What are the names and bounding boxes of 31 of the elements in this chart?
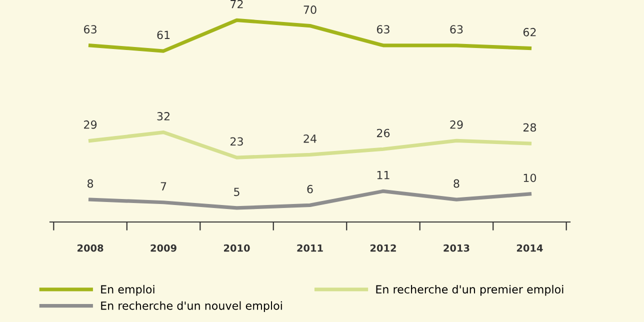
x-tick-label: 2014 [516,244,543,252]
data-label: 5 [234,188,240,196]
data-label: 63 [376,25,390,34]
x-tick-label: 2011 [297,244,323,252]
data-label: 11 [377,171,390,180]
data-label: 7 [160,182,166,190]
data-label: 32 [157,112,170,120]
data-label: 63 [450,25,463,34]
data-label: 28 [523,123,536,132]
data-label: 70 [304,6,316,14]
data-label: 61 [157,30,170,40]
data-label: 6 [307,184,313,194]
x-tick-label: 2012 [370,244,396,252]
data-label: 23 [230,137,243,146]
data-label: 24 [304,134,316,143]
data-label: 29 [450,120,463,129]
data-label: 72 [230,0,243,8]
data-label: 8 [88,179,94,188]
data-label: 26 [376,128,390,138]
legend-label: En emploi [101,284,154,296]
data-label: 62 [523,28,536,36]
x-tick-label: 2013 [444,244,470,252]
legend-label: En recherche d'un nouvel emploi [101,301,282,312]
data-label: 8 [454,179,460,188]
x-tick-label: 2010 [224,244,250,252]
legend-label: En recherche d'un premier emploi [376,284,564,296]
data-label: 10 [524,174,536,182]
data-label: 63 [84,25,96,34]
x-tick-label: 2009 [150,244,176,252]
x-tick-label: 2008 [78,244,104,252]
data-label: 29 [84,120,97,129]
